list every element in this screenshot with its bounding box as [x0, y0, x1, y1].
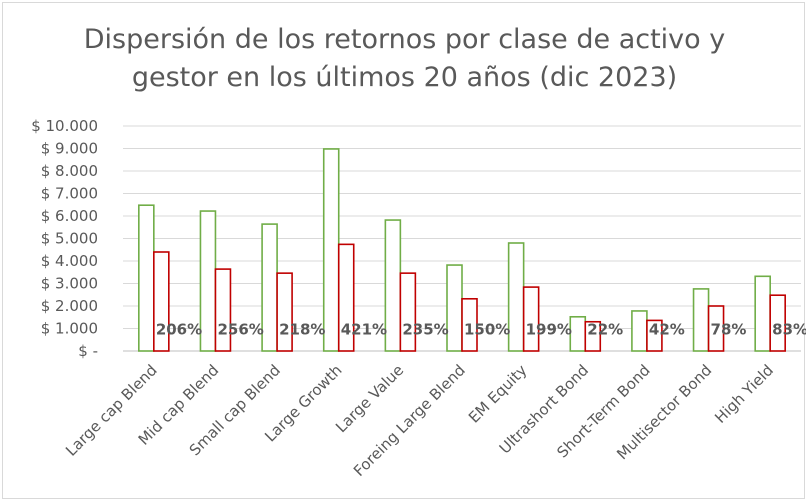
y-tick-label: $ 10.000	[31, 117, 98, 135]
chart-title: Dispersión de los retornos por clase de …	[3, 21, 806, 97]
y-tick-label: $ -	[78, 342, 98, 360]
category-label: High Yield	[711, 361, 777, 427]
bar-series-1	[384, 219, 402, 352]
bar-series-1	[507, 242, 525, 352]
data-labels: 206% 256% 218% 421% 235% 150% 199% 22% 42% 78% 83%	[156, 321, 806, 339]
bar-series-2	[707, 305, 725, 352]
y-tick-label: $ 2.000	[41, 297, 98, 315]
data-label: 256%	[217, 321, 263, 339]
plot-area: $ - $ 1.000 $ 2.000 $ 3.000 $ 4.000 $ 5.000 $ …	[31, 117, 806, 480]
bar-series-2	[214, 268, 232, 352]
gridlines	[123, 125, 801, 352]
bar-series-1	[446, 264, 463, 352]
y-tick-label: $ 6.000	[41, 207, 98, 225]
bar-series-2	[522, 286, 540, 352]
bar-series-1	[631, 310, 648, 352]
bar-series-2	[646, 319, 663, 352]
category-label: Foreing Large Blend	[350, 361, 469, 480]
bar-series-1	[754, 275, 771, 352]
bar-series-2	[153, 251, 170, 352]
bar-series-2	[399, 272, 417, 352]
y-tick-label: $ 5.000	[41, 230, 98, 248]
bar-series-1	[138, 204, 155, 352]
data-label: 83%	[772, 321, 806, 339]
bar-series-2	[276, 272, 293, 352]
data-label: 22%	[587, 321, 623, 339]
y-tick-label: $ 9.000	[41, 140, 98, 158]
data-label: 42%	[649, 321, 685, 339]
data-label: 78%	[711, 321, 747, 339]
data-label: 218%	[279, 321, 325, 339]
y-tick-label: $ 1.000	[41, 320, 98, 338]
bar-series-2	[584, 320, 602, 352]
y-tick-label: $ 7.000	[41, 185, 98, 203]
bar-series-2	[769, 294, 786, 352]
data-label: 199%	[526, 321, 572, 339]
category-label: EM Equity	[465, 361, 531, 427]
y-tick-label: $ 4.000	[41, 252, 98, 270]
chart-title-line-2: gestor en los últimos 20 años (dic 2023)	[131, 62, 678, 93]
chart-title-line-1: Dispersión de los retornos por clase de …	[83, 24, 726, 55]
bars	[138, 148, 786, 352]
bar-series-2	[337, 243, 355, 352]
bar-series-1	[692, 288, 710, 352]
data-label: 206%	[156, 321, 202, 339]
y-tick-label: $ 3.000	[41, 275, 98, 293]
y-axis-tick-labels: $ - $ 1.000 $ 2.000 $ 3.000 $ 4.000 $ 5.000 $ …	[31, 117, 98, 360]
data-label: 421%	[341, 321, 387, 339]
bar-series-2	[461, 297, 478, 352]
bar-series-1	[199, 210, 217, 352]
bar-series-1	[261, 223, 278, 352]
bar-series-1	[569, 315, 587, 352]
bar-series-1	[322, 148, 340, 352]
data-label: 150%	[464, 321, 510, 339]
data-label: 235%	[402, 321, 448, 339]
y-tick-label: $ 8.000	[41, 162, 98, 180]
